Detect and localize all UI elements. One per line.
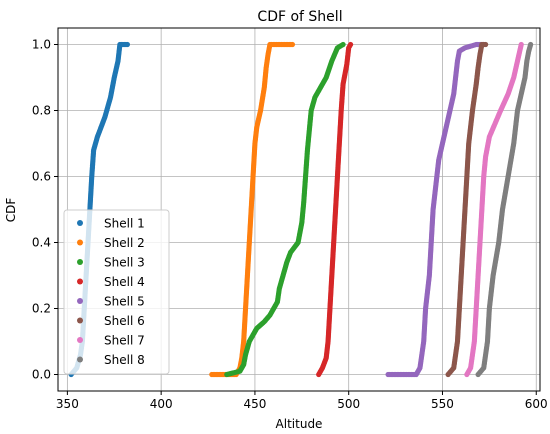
x-tick-label: 500: [337, 397, 360, 411]
legend-label: Shell 1: [104, 217, 145, 231]
legend-label: Shell 6: [104, 314, 145, 328]
legend-label: Shell 3: [104, 256, 145, 270]
legend-marker: [77, 356, 83, 363]
series-2: [209, 41, 296, 378]
legend-label: Shell 4: [104, 275, 145, 289]
series-7: [464, 41, 524, 378]
data-point: [340, 41, 346, 48]
legend-marker: [77, 298, 83, 304]
legend-marker: [77, 317, 83, 324]
series-5: [385, 41, 487, 378]
data-point: [518, 41, 524, 48]
y-tick-label: 0.8: [32, 104, 51, 118]
data-point: [289, 41, 296, 48]
x-tick-label: 550: [431, 397, 454, 411]
legend-box: [63, 209, 170, 375]
x-tick-label: 600: [525, 397, 548, 411]
x-axis-label: Altitude: [276, 417, 323, 431]
legend: Shell 1 Shell 2 Shell 3 Shell 4 Shell 5 Shell…: [63, 209, 170, 375]
plot-frame: [57, 27, 541, 392]
x-tick-label: 450: [243, 397, 266, 411]
series-4: [316, 41, 354, 378]
x-tick-label: 400: [150, 397, 173, 411]
series-3: [224, 41, 346, 378]
legend-label: Shell 8: [104, 353, 145, 367]
y-tick-label: 0.4: [32, 236, 51, 250]
legend-marker: [77, 220, 83, 226]
data-point: [483, 41, 489, 48]
y-tick-label: 1.0: [32, 38, 51, 52]
legend-label: Shell 5: [104, 295, 145, 309]
y-axis-label: CDF: [4, 198, 18, 223]
y-tick-label: 0.6: [32, 170, 51, 184]
y-tick-label: 0.0: [32, 368, 51, 382]
x-tick-label: 350: [56, 397, 79, 411]
legend-marker: [77, 259, 83, 265]
legend-marker: [77, 239, 83, 246]
data-point: [124, 41, 130, 48]
axis-ticks: 350 400 450 500 550 600 0.0 0.2 0.4 0.6 0.8 1.0: [32, 38, 548, 412]
legend-marker: [77, 278, 83, 285]
legend-marker: [77, 337, 83, 343]
data-point: [528, 41, 534, 48]
series-8: [475, 41, 534, 378]
data-point: [347, 41, 354, 48]
chart-title: CDF of Shell: [257, 9, 342, 25]
y-tick-label: 0.2: [32, 302, 51, 316]
series-6: [445, 41, 489, 378]
legend-label: Shell 2: [104, 236, 145, 250]
legend-label: Shell 7: [104, 334, 145, 348]
